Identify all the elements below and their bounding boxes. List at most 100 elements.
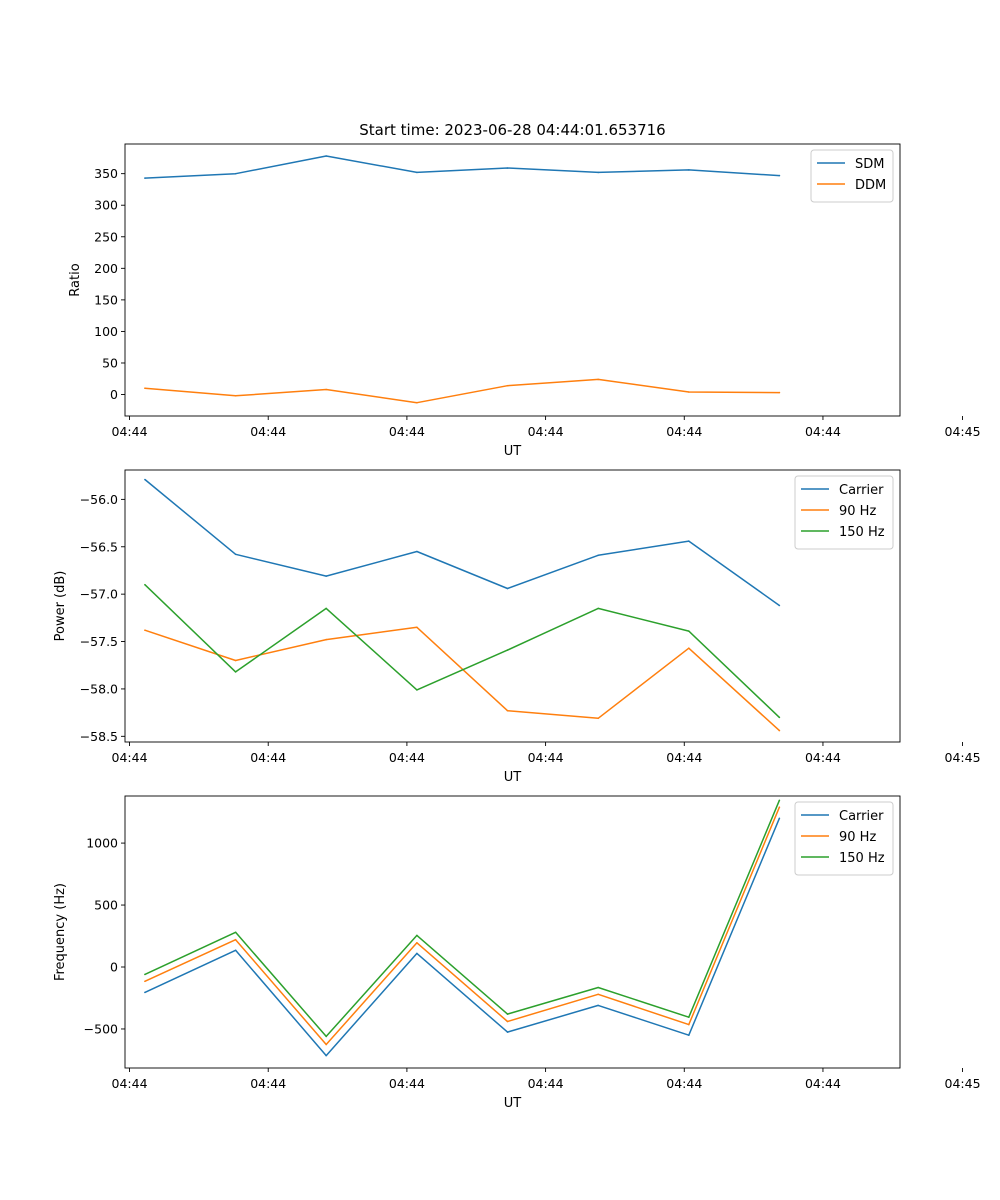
- data-point: [688, 169, 690, 171]
- legend-label: 90 Hz: [839, 504, 876, 519]
- data-point: [688, 391, 690, 393]
- y-tick-label: −56.0: [80, 492, 118, 507]
- x-tick-label: 04:44: [666, 1076, 702, 1091]
- legend-label: 90 Hz: [839, 830, 876, 845]
- data-point: [144, 177, 146, 179]
- data-point: [325, 575, 328, 577]
- data-point: [325, 1054, 328, 1057]
- y-tick-label: −500: [84, 1021, 118, 1036]
- legend-label: DDM: [855, 178, 886, 193]
- data-point: [778, 817, 781, 820]
- y-tick-label: 350: [94, 166, 118, 181]
- y-tick-label: −56.5: [80, 539, 118, 554]
- legend-label: Carrier: [839, 809, 884, 824]
- data-point: [597, 378, 599, 381]
- data-point: [597, 986, 599, 989]
- x-tick-label: 04:44: [528, 750, 564, 765]
- data-point: [506, 167, 509, 169]
- y-tick-label: 250: [94, 229, 118, 244]
- data-point: [325, 388, 328, 391]
- x-tick-label: 04:44: [112, 750, 148, 765]
- data-point: [778, 391, 781, 394]
- data-point: [144, 478, 146, 481]
- x-tick-label: 04:44: [389, 1076, 425, 1091]
- data-point: [416, 942, 418, 944]
- data-point: [506, 1020, 509, 1023]
- data-point: [416, 952, 418, 955]
- data-point: [688, 1034, 690, 1036]
- data-point: [506, 384, 509, 387]
- x-tick-label: 04:44: [389, 750, 425, 765]
- y-axis-label: Frequency (Hz): [53, 883, 68, 981]
- data-point: [778, 806, 781, 808]
- x-tick-label: 04:44: [805, 424, 841, 439]
- data-point: [688, 630, 690, 632]
- series-line-carrier: [144, 818, 781, 1057]
- legend-label: Carrier: [839, 483, 884, 498]
- y-tick-label: 100: [94, 324, 118, 339]
- data-point: [416, 626, 418, 629]
- x-tick-label: 04:44: [666, 750, 702, 765]
- data-point: [416, 401, 418, 404]
- series-line-90-hz: [144, 806, 781, 1046]
- y-tick-label: 300: [94, 198, 118, 213]
- data-point: [778, 799, 781, 802]
- series-line-ddm: [144, 378, 780, 404]
- data-point: [144, 980, 146, 983]
- data-point: [778, 604, 781, 607]
- subplot-1: 04:44 04:44 04:44 04:44 04:44 04:44 04:45 0 50 10…: [68, 143, 981, 459]
- data-point: [234, 949, 237, 952]
- y-tick-label: −58.5: [80, 729, 118, 744]
- chart-title: Start time: 2023-06-28 04:44:01.653716: [359, 121, 665, 139]
- data-point: [416, 550, 418, 553]
- data-point: [597, 171, 599, 174]
- data-point: [778, 716, 781, 719]
- data-point: [416, 934, 418, 937]
- data-point: [597, 554, 599, 557]
- data-point: [325, 1035, 328, 1038]
- data-point: [234, 172, 237, 175]
- data-point: [597, 993, 599, 996]
- y-tick-label: 0: [110, 387, 118, 402]
- data-point: [234, 553, 237, 556]
- data-point: [506, 649, 509, 651]
- legend-label: 150 Hz: [839, 851, 885, 866]
- x-tick-label: 04:45: [945, 750, 981, 765]
- plot-frame: [124, 143, 901, 417]
- data-point: [597, 717, 599, 720]
- data-point: [688, 647, 690, 649]
- data-point: [144, 387, 146, 390]
- data-point: [144, 583, 146, 586]
- series-line-carrier: [144, 478, 780, 607]
- data-point: [234, 659, 237, 662]
- x-tick-label: 04:45: [945, 1076, 981, 1091]
- data-point: [688, 540, 690, 542]
- legend: Carrier 90 Hz 150 Hz: [794, 475, 894, 550]
- subplot-3: 04:44 04:44 04:44 04:44 04:44 04:44 04:45 −500 0…: [53, 795, 981, 1111]
- series-line-sdm: [144, 155, 780, 179]
- x-tick-label: 04:44: [250, 750, 286, 765]
- y-tick-label: 500: [94, 898, 118, 913]
- data-point: [234, 931, 237, 934]
- data-point: [597, 1004, 599, 1007]
- data-point: [416, 689, 418, 691]
- data-point: [325, 607, 328, 610]
- x-tick-label: 04:44: [528, 424, 564, 439]
- legend-label: 150 Hz: [839, 525, 885, 540]
- series-line-90-hz: [144, 626, 780, 732]
- data-point: [778, 174, 781, 177]
- subplot-2: 04:44 04:44 04:44 04:44 04:44 04:44 04:45 −58.5…: [53, 469, 981, 785]
- data-point: [234, 395, 237, 397]
- y-tick-label: 1000: [86, 836, 118, 851]
- y-tick-label: 0: [110, 960, 118, 975]
- data-point: [234, 671, 237, 673]
- data-point: [506, 587, 509, 590]
- x-tick-label: 04:44: [389, 424, 425, 439]
- x-axis-label: UT: [504, 1096, 522, 1111]
- y-tick-label: 150: [94, 292, 118, 307]
- data-point: [144, 629, 146, 631]
- x-axis-label: UT: [504, 770, 522, 785]
- plot-frame: [124, 795, 901, 1069]
- x-tick-label: 04:44: [805, 1076, 841, 1091]
